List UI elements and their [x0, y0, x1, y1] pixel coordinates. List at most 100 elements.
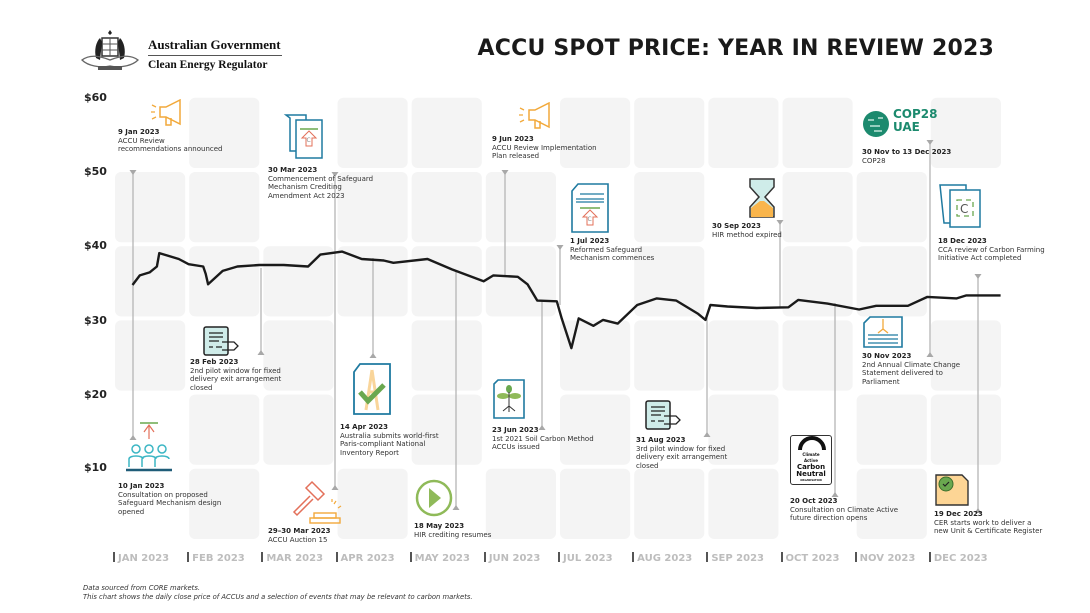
background-tile — [263, 394, 334, 465]
price-line — [131, 250, 1001, 350]
event-date: 23 Jun 2023 — [492, 426, 539, 434]
background-tile — [782, 320, 853, 391]
background-tile — [856, 246, 927, 317]
event-annotation: 28 Feb 2023 2nd pilot window for fixed de… — [190, 358, 300, 392]
event-marker-arrow — [538, 425, 546, 430]
event-marker-arrow — [129, 435, 137, 440]
y-tick-label: $20 — [84, 388, 107, 401]
event-date: 19 Dec 2023 — [934, 510, 983, 518]
background-tile — [708, 394, 779, 465]
x-tick-label: SEP 2023 — [706, 552, 764, 564]
event-leader-lines — [129, 140, 982, 513]
scroll-exit-icon — [645, 400, 681, 430]
x-tick-label: FEB 2023 — [187, 552, 245, 564]
carbon-document-icon: C — [939, 184, 981, 228]
background-tile — [856, 468, 927, 539]
background-tile — [337, 172, 408, 243]
event-annotation: 30 Mar 2023 Commencement of Safeguard Mec… — [268, 166, 378, 200]
background-tile — [485, 172, 556, 243]
y-tick-label: $40 — [84, 239, 107, 252]
org-name: Australian Government — [148, 37, 281, 52]
data-source-note: Data sourced from CORE markets. — [83, 584, 201, 592]
x-tick-label: NOV 2023 — [855, 552, 916, 564]
background-tile — [485, 468, 556, 539]
y-tick-label: $10 — [84, 461, 107, 474]
event-description: Australia submits world-first Paris-comp… — [340, 431, 439, 457]
logo-divider — [148, 55, 282, 56]
background-tile — [411, 172, 482, 243]
background-tile — [708, 97, 779, 168]
x-tick-label: MAR 2023 — [261, 552, 323, 564]
x-tick-label: DEC 2023 — [929, 552, 988, 564]
background-tile — [856, 172, 927, 243]
event-annotation: 10 Jan 2023 Consultation on proposed Safe… — [118, 482, 228, 516]
event-date: 20 Oct 2023 — [790, 497, 838, 505]
logo-text: Neutral — [796, 470, 826, 478]
event-description: CER starts work to deliver a new Unit & … — [934, 518, 1043, 536]
event-annotation: 30 Nov to 13 Dec 2023 COP28 — [862, 148, 972, 165]
x-tick-label: MAY 2023 — [410, 552, 470, 564]
event-date: 31 Aug 2023 — [636, 436, 686, 444]
event-marker-arrow — [974, 508, 982, 513]
background-tile — [930, 97, 1001, 168]
background-tile — [634, 97, 705, 168]
event-description: 3rd pilot window for fixed delivery exit… — [636, 444, 728, 470]
event-annotation: 20 Oct 2023 Consultation on Climate Activ… — [790, 497, 900, 523]
background-tile — [189, 172, 260, 243]
event-date: 10 Jan 2023 — [118, 482, 165, 490]
event-description: COP28 — [862, 156, 886, 165]
event-marker-arrow — [331, 485, 339, 490]
australian-government-logo: Australian Government Clean Energy Regul… — [78, 24, 288, 76]
event-annotation: 31 Aug 2023 3rd pilot window for fixed de… — [636, 436, 746, 470]
svg-text:C: C — [960, 202, 968, 216]
background-tile — [189, 246, 260, 317]
background-tile — [560, 320, 631, 391]
event-annotation: 18 Dec 2023 CCA review of Carbon Farming … — [938, 237, 1048, 263]
page-title: ACCU SPOT PRICE: YEAR IN REVIEW 2023 — [477, 36, 994, 61]
background-tile — [634, 468, 705, 539]
consultation-people-icon — [126, 422, 172, 472]
event-marker-arrow — [556, 245, 564, 250]
event-marker-arrow — [831, 492, 839, 497]
paris-report-check-icon — [353, 363, 391, 415]
logo-text: UAE — [893, 120, 920, 134]
background-tile — [189, 394, 260, 465]
event-annotation: 18 May 2023 HIR crediting resumes — [414, 522, 524, 539]
background-tile — [485, 246, 556, 317]
cop28-logo-icon: COP28 UAE — [862, 108, 938, 140]
event-marker-arrow — [129, 170, 137, 175]
background-tile — [189, 468, 260, 539]
event-description: HIR method expired — [712, 230, 782, 239]
event-marker-arrow — [974, 274, 982, 279]
background-tile — [856, 394, 927, 465]
safeguard-document-icon: C — [571, 183, 609, 233]
megaphone-icon — [151, 99, 181, 126]
y-tick-label: $30 — [84, 314, 107, 327]
event-date: 30 Sep 2023 — [712, 222, 761, 230]
climate-active-logo-icon: Climate Active Carbon Neutral ORGANISATI… — [790, 435, 832, 485]
event-description: CCA review of Carbon Farming Initiative … — [938, 245, 1045, 263]
event-date: 9 Jun 2023 — [492, 135, 534, 143]
background-tile — [411, 97, 482, 168]
globe-icon — [863, 111, 889, 137]
event-marker-arrow — [369, 353, 377, 358]
event-annotation: 14 Apr 2023 Australia submits world-first… — [340, 423, 450, 457]
background-tile — [189, 97, 260, 168]
background-tile — [634, 172, 705, 243]
logo-text: Carbon — [796, 463, 826, 471]
event-marker-arrow — [926, 352, 934, 357]
background-tile — [782, 97, 853, 168]
play-icon — [415, 479, 453, 517]
event-description: HIR crediting resumes — [414, 530, 492, 539]
gavel-icon — [292, 480, 342, 524]
event-date: 30 Nov to 13 Dec 2023 — [862, 148, 952, 156]
event-marker-arrow — [703, 432, 711, 437]
background-tile — [708, 320, 779, 391]
event-annotation: 30 Nov 2023 2nd Annual Climate Change Sta… — [862, 352, 972, 386]
x-tick-label: OCT 2023 — [781, 552, 840, 564]
event-date: 18 Dec 2023 — [938, 237, 987, 245]
x-tick-label: JAN 2023 — [113, 552, 169, 564]
x-tick-label: AUG 2023 — [632, 552, 692, 564]
